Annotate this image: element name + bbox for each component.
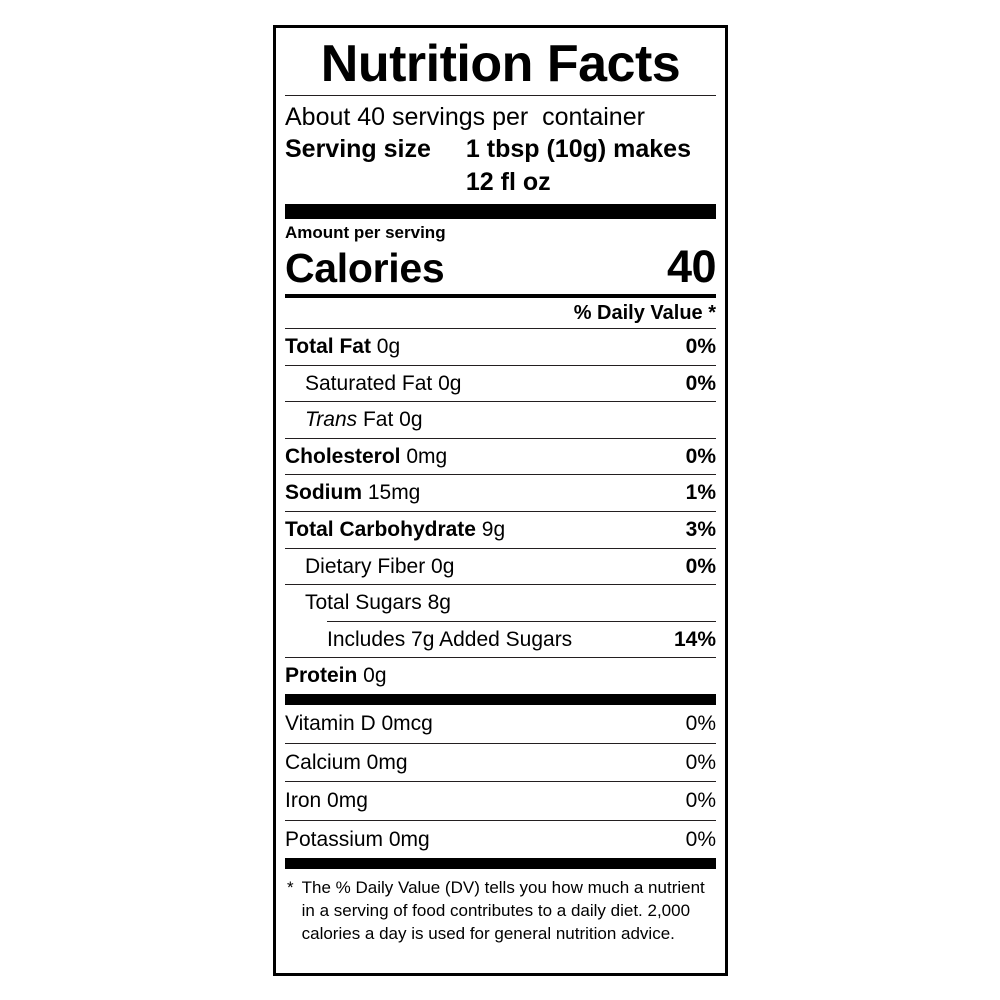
divider-row <box>285 547 716 549</box>
nutrient-daily-value: 3% <box>685 517 716 541</box>
nutrition-facts-label: Nutrition Facts About 40 servings per co… <box>273 25 728 976</box>
nutrient-daily-value: 14% <box>673 627 716 651</box>
nutrient-row: Total Fat 0g 0% <box>285 329 716 365</box>
vitamin-list: Vitamin D 0mcg 0% Calcium 0mg 0% Iron 0mg 0% P… <box>285 705 716 858</box>
nutrient-daily-value: 1% <box>685 481 716 505</box>
nutrient-name: Cholesterol 0mg <box>285 444 448 468</box>
nutrient-list: Total Fat 0g 0% Saturated Fat 0g 0% Trans Fa… <box>285 329 716 694</box>
divider-row <box>285 474 716 476</box>
vitamin-row: Vitamin D 0mcg 0% <box>285 705 716 743</box>
amount-per-serving-label: Amount per serving <box>285 223 446 243</box>
serving-size-value: 1 tbsp (10g) makes 12 fl oz <box>465 135 691 196</box>
vitamin-name: Iron 0mg <box>285 789 368 813</box>
vitamin-name: Calcium 0mg <box>285 750 408 774</box>
nutrient-row: Includes 7g Added Sugars 14% <box>285 622 716 658</box>
nutrient-name: Sodium 15mg <box>285 481 421 505</box>
vitamin-daily-value: 0% <box>685 827 716 851</box>
vitamin-daily-value: 0% <box>685 750 716 774</box>
nutrient-name: Total Fat 0g <box>285 334 401 358</box>
serving-size-label: Serving size <box>285 135 431 164</box>
nutrient-row: Saturated Fat 0g 0% <box>285 366 716 402</box>
nutrient-row: Total Sugars 8g <box>285 585 716 621</box>
nutrient-daily-value: 0% <box>685 371 716 395</box>
divider-under-title <box>285 94 716 96</box>
nutrient-row: Dietary Fiber 0g 0% <box>285 549 716 585</box>
nutrient-row: Protein 0g <box>285 658 716 694</box>
divider-row <box>285 437 716 439</box>
divider-row <box>285 364 716 366</box>
vitamin-row: Iron 0mg 0% <box>285 782 716 820</box>
vitamin-row: Potassium 0mg 0% <box>285 821 716 859</box>
label-inner: Nutrition Facts About 40 servings per co… <box>276 28 725 973</box>
nutrient-name-bold: Sodium <box>285 481 362 505</box>
servings-per-container: About 40 servings per container <box>285 102 645 131</box>
vitamin-daily-value: 0% <box>685 789 716 813</box>
calories-label: Calories <box>285 245 445 292</box>
divider-bar-footnote <box>285 858 716 870</box>
page-title: Nutrition Facts <box>320 35 681 93</box>
nutrient-row: Trans Fat 0g <box>285 402 716 438</box>
nutrient-row: Cholesterol 0mg 0% <box>285 439 716 475</box>
divider-indented <box>327 620 716 622</box>
footnote-star: * <box>287 878 294 898</box>
vitamin-name: Vitamin D 0mcg <box>285 712 433 736</box>
calories-row: Calories 40 <box>285 241 717 294</box>
nutrient-name-bold: Cholesterol <box>285 444 401 468</box>
divider-row <box>285 742 716 744</box>
nutrient-name-italic: Trans <box>305 408 358 432</box>
nutrient-name: Total Sugars 8g <box>305 591 451 615</box>
serving-size-row: Serving size 1 tbsp (10g) makes 12 fl oz <box>285 133 716 204</box>
divider-row <box>285 401 716 403</box>
divider-row <box>285 819 716 821</box>
divider-row <box>285 657 716 659</box>
nutrient-name: Saturated Fat 0g <box>305 371 462 395</box>
vitamin-name: Potassium 0mg <box>285 827 430 851</box>
nutrient-daily-value: 0% <box>685 444 716 468</box>
calories-value: 40 <box>666 241 717 293</box>
nutrient-name: Dietary Fiber 0g <box>305 554 455 578</box>
nutrient-name: Protein 0g <box>285 664 387 688</box>
nutrient-row: Total Carbohydrate 9g 3% <box>285 512 716 548</box>
nutrient-name: Total Carbohydrate 9g <box>285 517 506 541</box>
nutrient-name: Includes 7g Added Sugars <box>327 627 573 651</box>
nutrient-row: Sodium 15mg 1% <box>285 475 716 511</box>
vitamin-row: Calcium 0mg 0% <box>285 744 716 782</box>
nutrient-daily-value: 0% <box>685 334 716 358</box>
nutrient-name: Trans Fat 0g <box>305 408 423 432</box>
nutrient-daily-value: 0% <box>685 554 716 578</box>
divider-row <box>285 781 716 783</box>
divider-under-dv-header <box>285 327 716 329</box>
divider-row <box>285 510 716 512</box>
daily-value-header: % Daily Value * <box>573 301 716 324</box>
divider-bar-vitamins <box>285 694 716 706</box>
divider-under-calories <box>285 293 716 298</box>
nutrient-name-bold: Total Fat <box>285 334 371 358</box>
divider-thick-calories <box>285 204 716 220</box>
divider-row <box>285 584 716 586</box>
vitamin-daily-value: 0% <box>685 712 716 736</box>
footnote: * The % Daily Value (DV) tells you how m… <box>285 869 716 946</box>
nutrient-name-bold: Protein <box>285 664 358 688</box>
footnote-text: The % Daily Value (DV) tells you how muc… <box>301 878 705 944</box>
nutrient-name-bold: Total Carbohydrate <box>285 517 476 541</box>
